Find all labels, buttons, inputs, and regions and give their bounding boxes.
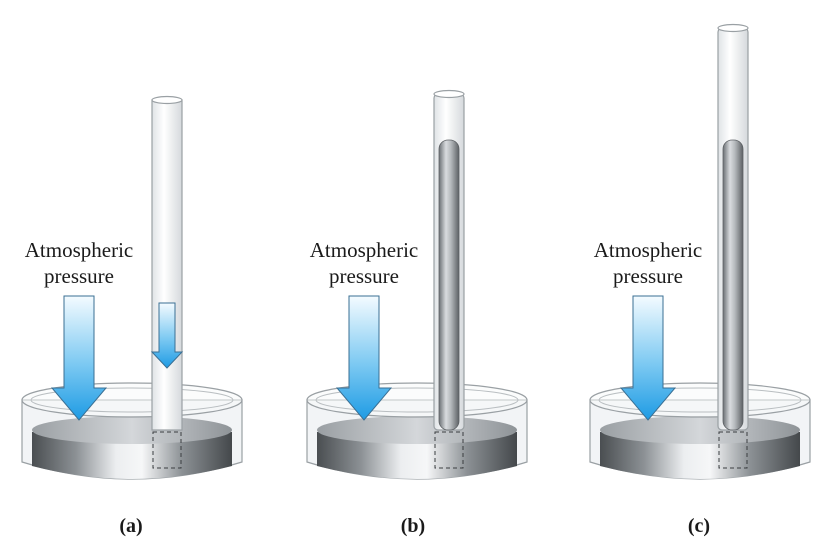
mercury-dish-c <box>589 382 811 480</box>
glass-tube-c <box>717 23 749 469</box>
caption-b: (b) <box>401 515 425 537</box>
label-line2-c: pressure <box>613 264 683 288</box>
label-line1-c: Atmospheric <box>594 238 702 262</box>
mercury-column-b <box>438 139 460 431</box>
panel-b: Atmospheric pressure (b) <box>306 89 528 537</box>
panel-c: Atmospheric pressure (c) <box>589 23 811 537</box>
atmospheric-pressure-arrow-icon <box>335 295 393 421</box>
label-line1-b: Atmospheric <box>310 238 418 262</box>
label-line2-b: pressure <box>329 264 399 288</box>
label-line2-a: pressure <box>44 264 114 288</box>
glass-tube-b <box>433 89 465 469</box>
glass-tube-a <box>151 95 183 469</box>
mercury-dish-b <box>306 382 528 480</box>
panel-a: Atmospheric pressure (a) <box>21 95 243 537</box>
atmospheric-pressure-arrow-icon <box>619 295 677 421</box>
caption-c: (c) <box>688 515 710 537</box>
atmospheric-pressure-arrow-icon <box>50 295 108 421</box>
tube-pressure-arrow-icon <box>150 302 184 369</box>
mercury-column-c <box>722 139 744 431</box>
caption-a: (a) <box>119 515 142 537</box>
label-line1-a: Atmospheric <box>25 238 133 262</box>
mercury-dish-a <box>21 382 243 480</box>
